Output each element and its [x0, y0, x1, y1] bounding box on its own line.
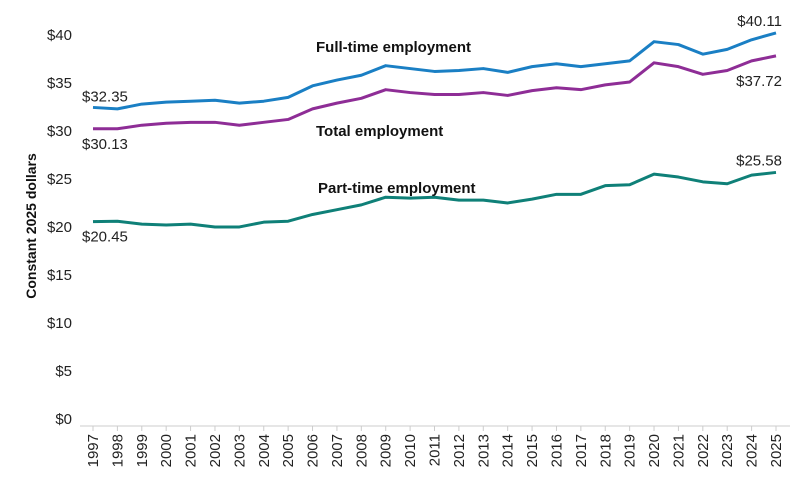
x-tick-label: 1998: [109, 434, 126, 467]
x-tick-label: 2019: [622, 434, 639, 467]
y-tick-label: $25: [47, 171, 72, 188]
x-tick-label: 2016: [548, 434, 565, 467]
x-tick-label: 2012: [451, 434, 468, 467]
x-tick-label: 2011: [427, 434, 444, 466]
y-tick-label: $15: [47, 267, 72, 284]
x-tick-label: 2022: [695, 434, 712, 467]
x-tick-label: 2025: [768, 434, 785, 467]
x-tick-label: 1999: [134, 434, 151, 467]
x-tick-label: 2023: [719, 434, 736, 467]
y-tick-label: $5: [55, 363, 72, 380]
y-tick-label: $35: [47, 75, 72, 92]
x-tick-label: 2008: [353, 434, 370, 467]
x-tick-label: 2002: [207, 434, 224, 467]
x-tick-label: 2001: [183, 434, 200, 467]
series-label-total: Total employment: [316, 123, 443, 140]
x-tick-label: 2006: [305, 434, 322, 467]
x-tick-label: 2005: [280, 434, 297, 467]
x-tick-label: 1997: [85, 434, 102, 467]
x-tick-label: 2018: [597, 434, 614, 467]
y-tick-label: $10: [47, 315, 72, 332]
y-tick-label: $20: [47, 219, 72, 236]
end-value-label: $40.11: [737, 13, 782, 30]
x-tick-label: 2013: [475, 434, 492, 467]
y-tick-label: $0: [55, 411, 72, 428]
series-label-part-time: Part-time employment: [318, 180, 476, 197]
end-value-label: $37.72: [736, 73, 782, 90]
x-tick-label: 2020: [646, 434, 663, 467]
x-tick-label: 2014: [500, 434, 517, 467]
end-value-label: $25.58: [736, 152, 782, 169]
series-label-full-time: Full-time employment: [316, 39, 471, 56]
x-tick-label: 2024: [744, 434, 761, 467]
x-tick-label: 2017: [573, 434, 590, 467]
series-line-full-time-employment: [92, 31, 777, 111]
x-tick-label: 2015: [524, 434, 541, 467]
x-tick-label: 2010: [402, 434, 419, 467]
y-axis-label: Constant 2025 dollars: [23, 153, 39, 299]
x-tick-label: 2004: [256, 434, 273, 467]
start-value-label: $30.13: [82, 136, 128, 153]
series-line-total-employment: [93, 54, 777, 131]
x-tick-label: 2009: [378, 434, 395, 467]
series-line-part-time-employment: [92, 170, 777, 229]
x-tick-label: 2021: [670, 434, 687, 467]
start-value-label: $20.45: [82, 229, 128, 246]
x-tick-label: 2000: [158, 434, 175, 467]
start-value-label: $32.35: [82, 88, 128, 105]
x-tick-label: 2007: [329, 434, 346, 467]
y-tick-label: $30: [47, 123, 72, 140]
y-tick-label: $40: [47, 27, 72, 44]
x-tick-label: 2003: [231, 434, 248, 467]
